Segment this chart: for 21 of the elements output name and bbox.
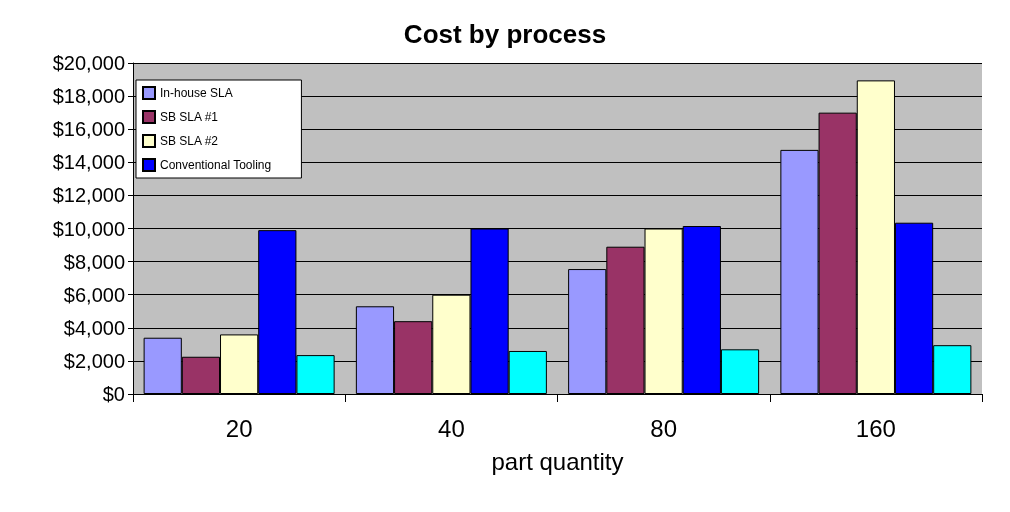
- y-tick-label: $2,000: [63, 349, 125, 372]
- y-tick-label: $4,000: [63, 316, 125, 339]
- x-tick-label: 20: [225, 414, 253, 442]
- x-tick-label: 160: [855, 414, 896, 442]
- x-tick-label: 40: [438, 414, 465, 442]
- y-tick-label: $18,000: [52, 85, 125, 108]
- legend-label: SB SLA #1: [160, 110, 219, 124]
- legend-label: Conventional Tooling: [160, 158, 272, 172]
- chart-title: Cost by process: [403, 19, 607, 49]
- y-tick-label: $0: [102, 383, 125, 405]
- x-tick-label: 80: [650, 414, 677, 442]
- legend-label: SB SLA #2: [160, 134, 219, 148]
- y-tick-label: $14,000: [52, 151, 125, 174]
- y-tick-label: $6,000: [63, 283, 125, 306]
- y-tick-label: $12,000: [52, 184, 125, 207]
- legend-label: In-house SLA: [160, 86, 233, 100]
- y-tick-label: $8,000: [63, 250, 125, 273]
- y-tick-label: $20,000: [52, 52, 125, 74]
- y-tick-label: $10,000: [52, 217, 125, 240]
- y-tick-label: $16,000: [52, 118, 125, 141]
- x-axis-title: part quantity: [491, 447, 624, 475]
